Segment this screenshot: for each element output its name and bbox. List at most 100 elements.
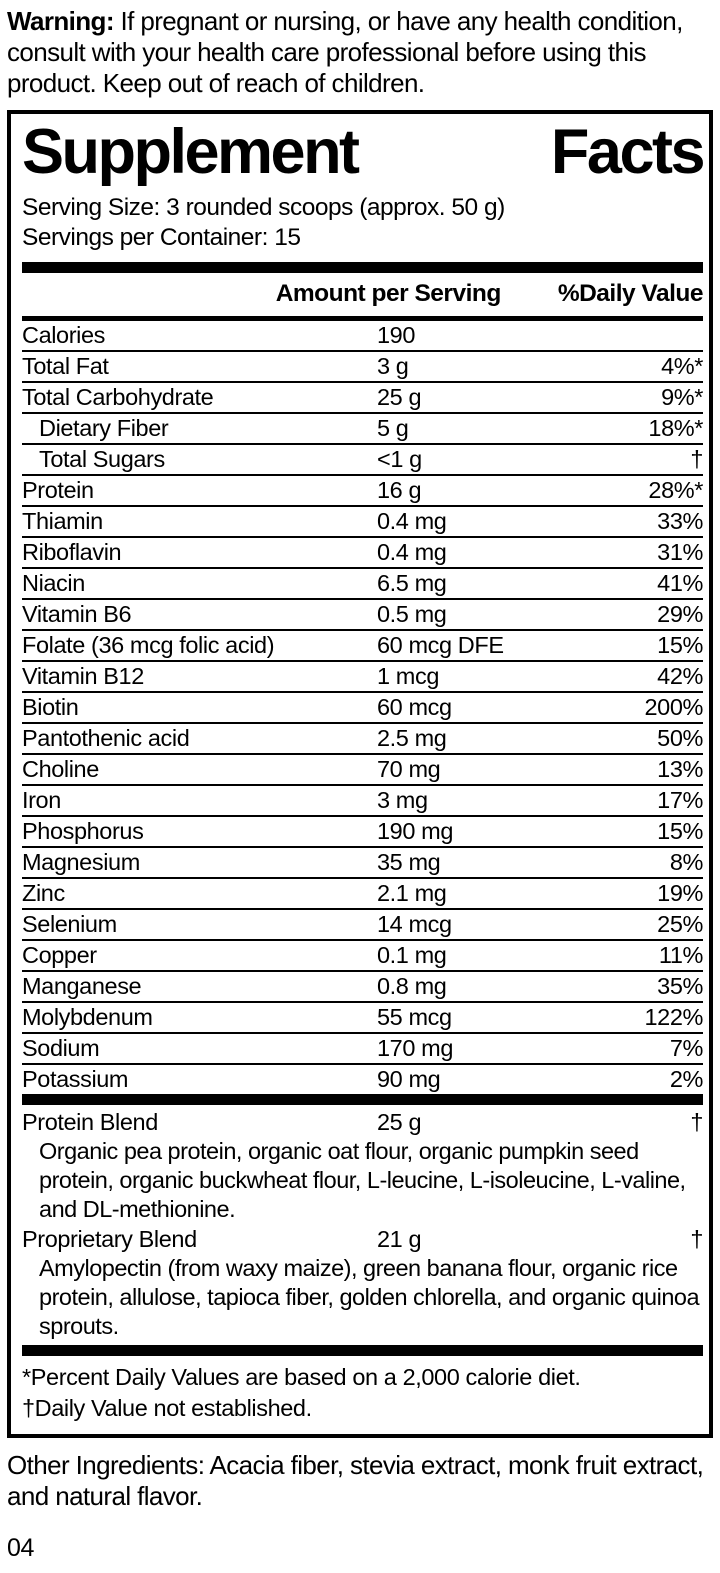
nutrient-amount: 14 mcg [377,911,452,938]
blend-amount: 21 g [377,1226,422,1253]
blend-row: Protein Blend 25 g † [22,1107,703,1137]
nutrient-daily-value: 122% [644,1004,703,1031]
nutrient-name: Biotin [22,694,79,721]
blend-daily-value: † [690,1109,703,1136]
nutrient-row: Total Carbohydrate 25 g 9%* [22,383,703,415]
nutrient-row: Riboflavin 0.4 mg 31% [22,538,703,570]
blend-name: Protein Blend [22,1109,158,1136]
nutrient-name: Niacin [22,570,85,597]
nutrient-amount: 5 g [377,415,409,442]
serving-size: Serving Size: 3 rounded scoops (approx. … [22,194,505,222]
nutrient-name: Pantothenic acid [22,725,190,752]
nutrient-name: Total Fat [22,353,109,380]
nutrient-daily-value: 15% [657,632,703,659]
nutrient-daily-value: 28%* [648,477,703,504]
nutrient-name: Total Carbohydrate [22,384,214,411]
nutrient-amount: 0.5 mg [377,601,447,628]
nutrient-daily-value: 11% [658,942,703,969]
nutrient-daily-value: 17% [657,787,703,814]
servings-per-container: Servings per Container: 15 [22,224,301,252]
column-header: Amount per Serving %Daily Value [22,273,704,316]
column-header-amount: Amount per Serving [275,280,502,308]
panel-title: Supplement Facts [22,117,706,187]
nutrient-amount: 3 g [377,353,409,380]
blend-item: Proprietary Blend 21 g † Amylopectin (fr… [22,1224,703,1341]
nutrient-amount: 190 [377,322,416,349]
nutrient-row: Manganese 0.8 mg 35% [22,972,703,1004]
nutrient-row: Folate (36 mcg folic acid) 60 mcg DFE 15… [22,631,703,663]
nutrient-name: Dietary Fiber [39,415,169,442]
nutrient-row: Copper 0.1 mg 11% [22,941,703,973]
nutrient-row: Potassium 90 mg 2% [22,1065,703,1094]
nutrient-amount: <1 g [377,446,422,473]
nutrient-row: Thiamin 0.4 mg 33% [22,507,703,539]
nutrient-daily-value: 8% [669,849,704,876]
nutrient-amount: 0.1 mg [377,942,447,969]
blend-description: Amylopectin (from waxy maize), green ban… [39,1255,700,1340]
warning-body: If pregnant or nursing, or have any heal… [7,6,683,98]
blend-daily-value: † [690,1226,703,1253]
nutrient-daily-value: † [690,446,703,473]
nutrient-name: Choline [22,756,99,783]
supplement-facts-panel: Supplement Facts Serving Size: 3 rounded… [7,110,713,1439]
nutrient-amount: 70 mg [377,756,441,783]
nutrient-row: Vitamin B12 1 mcg 42% [22,662,703,694]
nutrient-amount: 60 mcg DFE [377,632,504,659]
nutrient-name: Folate (36 mcg folic acid) [22,632,275,659]
blend-description: Organic pea protein, organic oat flour, … [39,1138,686,1223]
nutrient-daily-value: 7% [669,1035,704,1062]
nutrient-row: Dietary Fiber 5 g 18%* [22,414,703,446]
nutrient-name: Zinc [22,880,65,907]
blend-item: Protein Blend 25 g † Organic pea protein… [22,1107,703,1224]
nutrient-amount: 0.4 mg [377,508,447,535]
nutrient-name: Magnesium [22,849,140,876]
nutrient-daily-value: 200% [644,694,703,721]
nutrient-row: Protein 16 g 28%* [22,476,703,508]
nutrient-amount: 2.5 mg [377,725,447,752]
nutrient-daily-value: 31% [657,539,703,566]
nutrient-row: Biotin 60 mcg 200% [22,693,703,725]
nutrient-row: Total Sugars <1 g † [22,445,703,477]
panel-title-word-left: Supplement [22,117,360,187]
nutrient-amount: 3 mg [377,787,428,814]
nutrient-daily-value: 42% [657,663,703,690]
other-ingredients: Other Ingredients: Acacia fiber, stevia … [7,1450,704,1512]
divider-medium-header [22,316,703,322]
nutrient-name: Riboflavin [22,539,122,566]
nutrient-daily-value: 41% [657,570,703,597]
footnotes-section: *Percent Daily Values are based on a 2,0… [22,1356,703,1426]
blend-row: Proprietary Blend 21 g † [22,1224,703,1254]
panel-title-word-right: Facts [550,117,706,187]
nutrient-daily-value: 50% [657,725,703,752]
nutrient-row: Zinc 2.1 mg 19% [22,879,703,911]
nutrient-amount: 55 mcg [377,1004,452,1031]
warning-label: Warning: [7,6,114,36]
nutrient-name: Vitamin B12 [22,663,144,690]
nutrient-amount: 170 mg [377,1035,453,1062]
nutrient-daily-value: 4%* [661,353,703,380]
footnote: *Percent Daily Values are based on a 2,0… [22,1364,581,1391]
blend-name: Proprietary Blend [22,1226,197,1253]
nutrient-row: Selenium 14 mcg 25% [22,910,703,942]
nutrient-amount: 90 mg [377,1066,441,1093]
nutrient-row: Total Fat 3 g 4%* [22,352,703,384]
nutrient-name: Copper [22,942,97,969]
nutrient-amount: 0.4 mg [377,539,447,566]
nutrient-amount: 1 mcg [377,663,439,690]
nutrient-daily-value: 9%* [661,384,703,411]
nutrient-rows: Calories 190 Total Fat 3 g 4%* Total Car… [22,321,703,1094]
divider-thick-blends [22,1094,703,1106]
nutrient-name: Phosphorus [22,818,144,845]
nutrient-row: Magnesium 35 mg 8% [22,848,704,880]
blend-section: Protein Blend 25 g † Organic pea protein… [22,1105,703,1345]
nutrient-row: Sodium 170 mg 7% [22,1034,704,1066]
nutrient-amount: 25 g [377,384,422,411]
nutrient-amount: 16 g [377,477,422,504]
nutrient-daily-value: 33% [657,508,703,535]
nutrient-row: Vitamin B6 0.5 mg 29% [22,600,703,632]
nutrient-amount: 2.1 mg [377,880,447,907]
nutrient-daily-value: 15% [657,818,703,845]
warning-text: Warning: If pregnant or nursing, or have… [7,6,713,99]
nutrient-name: Sodium [22,1035,100,1062]
